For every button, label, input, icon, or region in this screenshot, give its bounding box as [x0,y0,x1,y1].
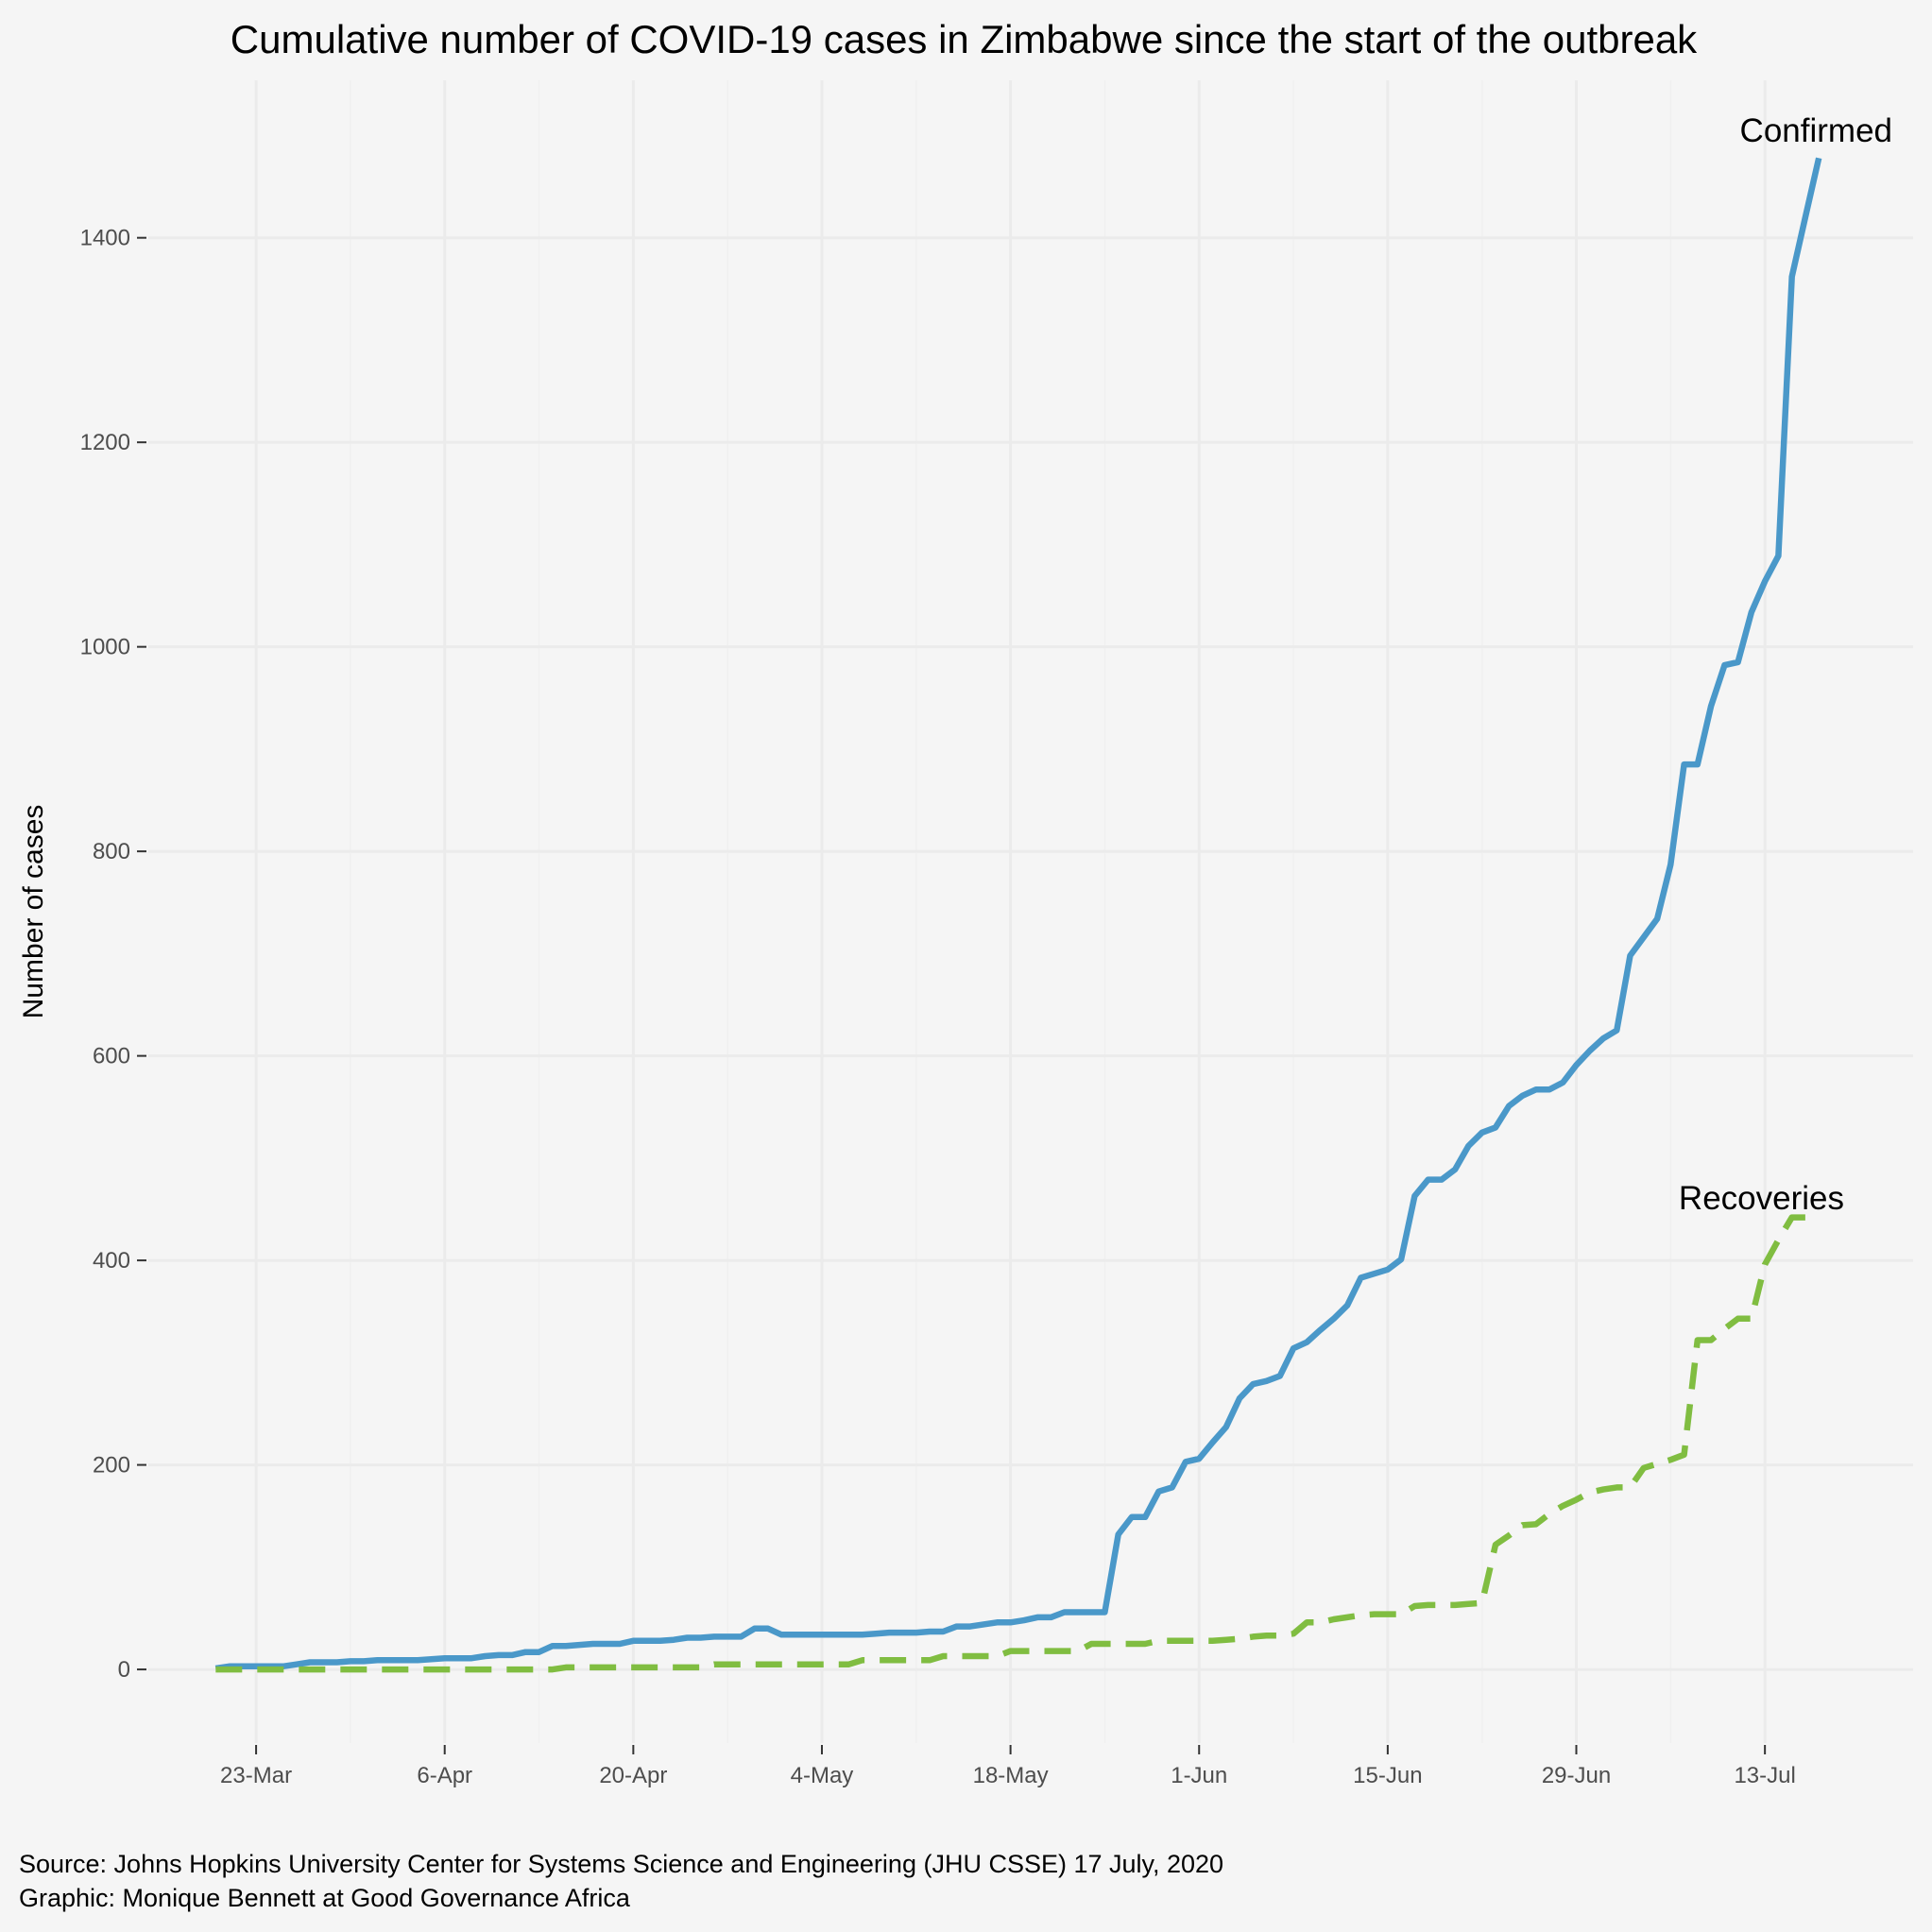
y-tick-label: 800 [93,839,130,864]
y-tick-label: 400 [93,1248,130,1274]
y-tick-label: 1200 [80,430,130,455]
y-axis: 0 200 400 600 800 1000 1200 1400 [80,226,146,1683]
chart-title: Cumulative number of COVID-19 cases in Z… [231,17,1698,61]
series-line-confirmed [214,157,1822,1672]
x-tick-label: 29-Jun [1542,1763,1611,1788]
x-tick-label: 15-Jun [1353,1763,1422,1788]
series-line-recoveries [215,1214,1820,1673]
gridlines [148,80,1913,1743]
x-tick-label: 23-Mar [220,1763,292,1788]
y-tick-label: 1400 [80,226,130,251]
y-tick-label: 1000 [80,635,130,660]
confirmed-label: Confirmed [1740,112,1892,149]
x-tick-label: 13-Jul [1734,1763,1795,1788]
y-tick-label: 600 [93,1044,130,1069]
x-tick-label: 1-Jun [1171,1763,1227,1788]
y-tick-label: 0 [118,1657,130,1683]
source-caption: Source: Johns Hopkins University Center … [19,1850,1223,1878]
y-tick-label: 200 [93,1453,130,1479]
x-tick-label: 6-Apr [417,1763,472,1788]
graphic-caption: Graphic: Monique Bennett at Good Governa… [19,1884,631,1912]
series-lines [214,157,1822,1673]
y-axis-label: Number of cases [18,805,49,1019]
recoveries-label: Recoveries [1679,1180,1844,1217]
x-tick-label: 18-May [973,1763,1049,1788]
x-tick-label: 4-May [791,1763,854,1788]
x-axis: 23-Mar 6-Apr 20-Apr 4-May 18-May 1-Jun 15-Jun 2… [220,1745,1796,1788]
x-tick-label: 20-Apr [599,1763,667,1788]
